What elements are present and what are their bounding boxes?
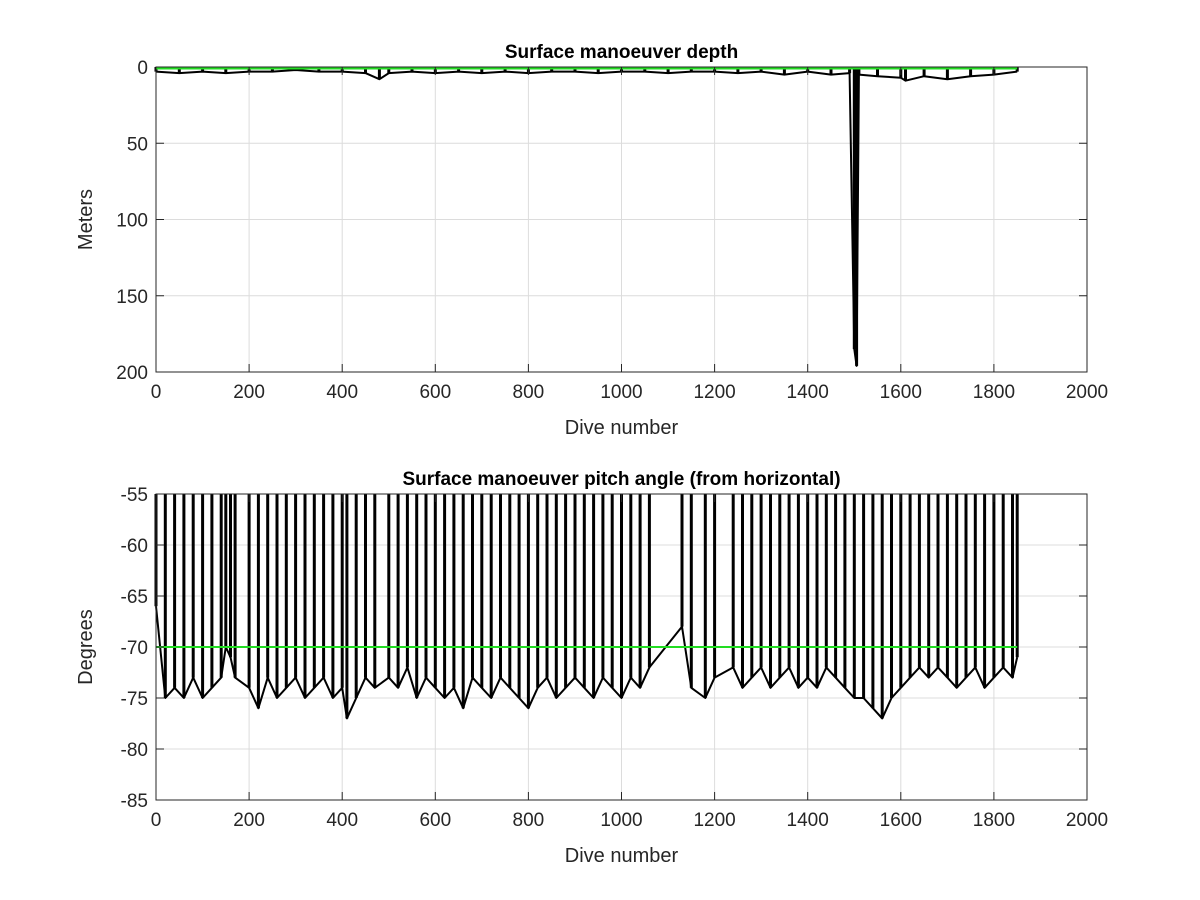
depth-y-tick-label: 100 [116,211,148,232]
depth-y-tick-label: 0 [137,58,148,79]
depth-x-tick-label: 600 [419,382,451,403]
depth-ticks: 0 200 400 600 800 1000 1200 1400 1600 1800 2000050… [116,58,1108,403]
pitch-y-tick-label: -70 [121,638,148,659]
pitch-x-tick-label: 600 [419,810,451,831]
pitch-axes: 0 200 400 600 800 1000 1200 1400 1600 1800 2000 -55… [75,469,1108,867]
pitch-x-tick-label: 0 [151,810,162,831]
depth-x-tick-label: 0 [151,382,162,403]
depth-y-tick-label: 50 [127,134,148,155]
pitch-series [154,494,1019,720]
depth-x-tick-label: 400 [326,382,358,403]
pitch-y-tick-label: -55 [121,485,148,506]
pitch-x-tick-label: 1200 [693,810,735,831]
depth-grid [155,66,1088,373]
pitch-x-tick-label: 1000 [600,810,642,831]
pitch-x-tick-label: 1600 [880,810,922,831]
pitch-series-0-line [155,606,1019,720]
depth-chart-title: Surface manoeuver depth [505,42,738,63]
depth-series-0-spikes [154,67,1019,366]
pitch-x-tick-label: 1800 [973,810,1015,831]
depth-y-axis-label: Meters [75,189,97,250]
depth-series-0-line [155,69,1018,367]
depth-y-tick-label: 200 [116,363,148,384]
depth-x-tick-label: 1800 [973,382,1015,403]
depth-x-tick-label: 1000 [600,382,642,403]
depth-y-tick-label: 150 [116,287,148,308]
pitch-y-tick-label: -65 [121,587,148,608]
depth-x-tick-label: 1600 [880,382,922,403]
pitch-y-tick-label: -80 [121,740,148,761]
depth-x-tick-label: 2000 [1066,382,1108,403]
pitch-x-tick-label: 800 [513,810,545,831]
pitch-x-tick-label: 1400 [787,810,829,831]
pitch-ticks: 0 200 400 600 800 1000 1200 1400 1600 1800 2000 -55… [121,485,1109,831]
pitch-x-tick-label: 200 [233,810,265,831]
pitch-x-tick-label: 400 [326,810,358,831]
pitch-x-axis-label: Dive number [565,845,679,867]
pitch-y-tick-label: -85 [121,791,148,812]
depth-x-tick-label: 800 [513,382,545,403]
pitch-y-tick-label: -75 [121,689,148,710]
depth-x-tick-label: 1400 [787,382,829,403]
pitch-y-axis-label: Degrees [75,609,97,685]
depth-x-tick-label: 1200 [693,382,735,403]
pitch-x-tick-label: 2000 [1066,810,1108,831]
depth-x-tick-label: 200 [233,382,265,403]
pitch-series-0-spikes [154,494,1019,719]
depth-x-axis-label: Dive number [565,417,679,439]
pitch-y-tick-label: -60 [121,536,148,557]
depth-series [154,67,1019,367]
pitch-chart-title: Surface manoeuver pitch angle (from hori… [402,469,840,490]
depth-axes: 0 200 400 600 800 1000 1200 1400 1600 1800 2000050… [75,42,1108,439]
